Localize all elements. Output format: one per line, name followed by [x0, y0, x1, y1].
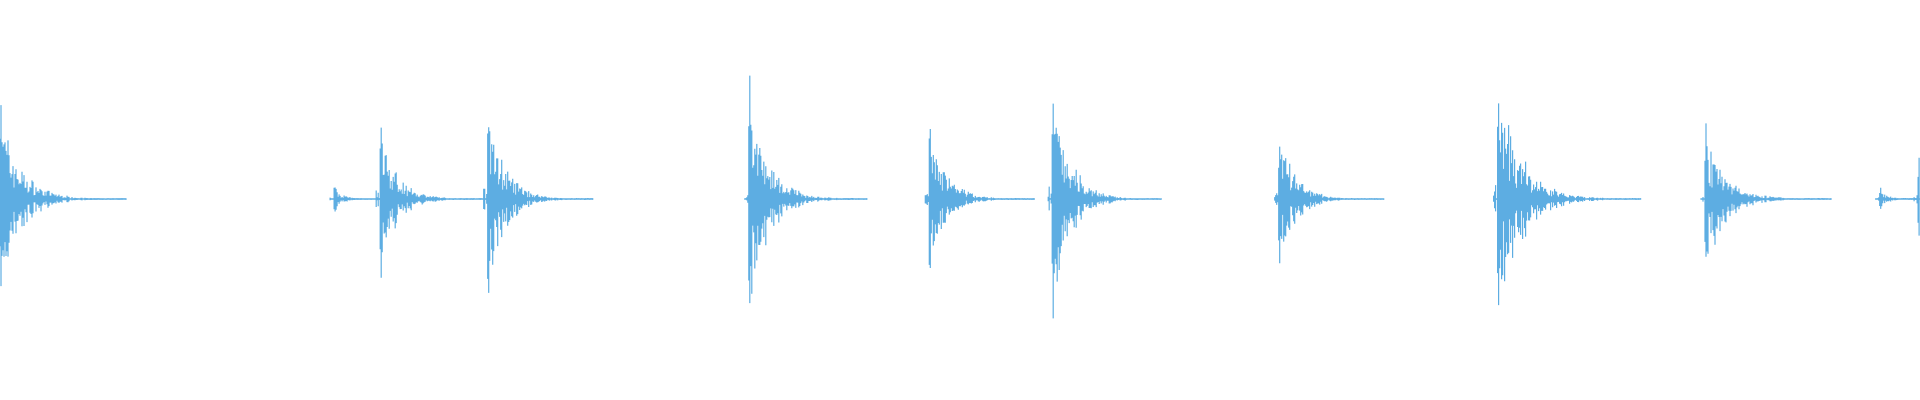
waveform-burst-samples: [924, 129, 1035, 268]
waveform-burst: [1493, 103, 1642, 306]
waveform-burst: [1047, 103, 1162, 319]
waveform-burst-samples: [1700, 123, 1832, 257]
waveform-burst-samples: [1493, 103, 1642, 306]
waveform-burst-samples: [1875, 187, 1920, 209]
waveform-burst: [1913, 157, 1920, 236]
waveform-bursts: [0, 75, 1920, 319]
waveform-burst: [375, 127, 486, 278]
waveform-burst: [1274, 146, 1385, 264]
waveform-burst-samples: [1913, 157, 1920, 236]
waveform-burst-samples: [375, 127, 486, 278]
waveform-burst: [1875, 187, 1920, 209]
waveform-burst-samples: [1047, 103, 1162, 319]
waveform-burst-samples: [483, 127, 594, 293]
waveform-burst: [1700, 123, 1832, 257]
waveform-burst-samples: [1274, 146, 1385, 264]
waveform-burst: [744, 75, 868, 304]
waveform-burst: [0, 105, 127, 287]
waveform-burst-samples: [0, 105, 127, 287]
waveform-burst: [924, 129, 1035, 268]
waveform-burst: [483, 127, 594, 293]
waveform-burst-samples: [744, 75, 868, 304]
